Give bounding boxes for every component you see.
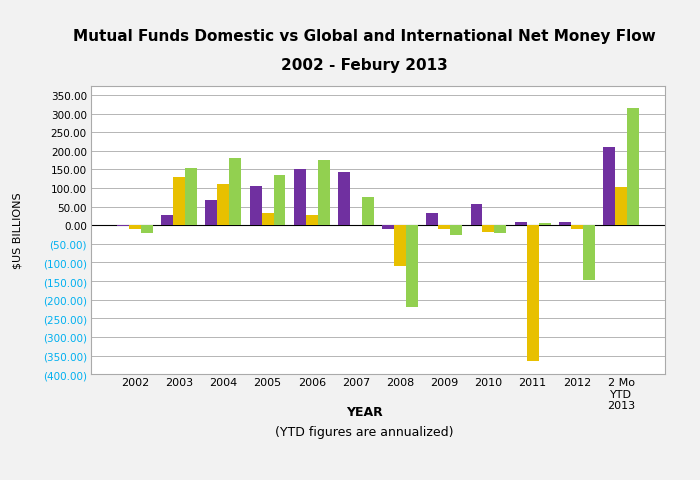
Bar <box>627 108 639 226</box>
Bar <box>494 226 506 233</box>
Bar <box>306 216 318 226</box>
Bar <box>438 226 450 229</box>
Bar <box>318 160 330 226</box>
Bar <box>161 216 173 226</box>
Bar <box>173 178 185 226</box>
Bar <box>294 170 306 226</box>
Bar <box>362 197 374 226</box>
Bar <box>526 226 538 361</box>
Bar <box>382 226 394 229</box>
Bar <box>394 226 406 266</box>
Bar <box>117 226 129 227</box>
Text: Mutual Funds Domestic vs Global and International Net Money Flow: Mutual Funds Domestic vs Global and Inte… <box>73 29 655 44</box>
Bar <box>514 222 526 226</box>
Bar <box>470 204 482 226</box>
Bar <box>338 173 350 226</box>
Bar <box>571 226 583 229</box>
Text: 2002 - Febury 2013: 2002 - Febury 2013 <box>281 58 447 72</box>
Bar <box>583 226 595 281</box>
Bar <box>450 226 462 235</box>
Bar <box>141 226 153 233</box>
Text: YEAR: YEAR <box>346 406 382 419</box>
Bar <box>559 223 571 226</box>
Bar <box>603 148 615 226</box>
Bar <box>185 168 197 226</box>
Text: $US BILLIONS: $US BILLIONS <box>13 192 22 269</box>
Bar <box>250 187 262 226</box>
Bar <box>538 224 550 226</box>
Text: (YTD figures are annualized): (YTD figures are annualized) <box>274 425 454 438</box>
Bar <box>482 226 494 232</box>
Bar <box>274 175 286 226</box>
Bar <box>406 226 418 308</box>
Bar <box>615 188 627 226</box>
Bar <box>129 226 141 229</box>
Bar <box>426 214 438 226</box>
Bar <box>206 201 218 226</box>
Bar <box>218 184 230 226</box>
Bar <box>262 214 274 226</box>
Bar <box>230 159 242 226</box>
